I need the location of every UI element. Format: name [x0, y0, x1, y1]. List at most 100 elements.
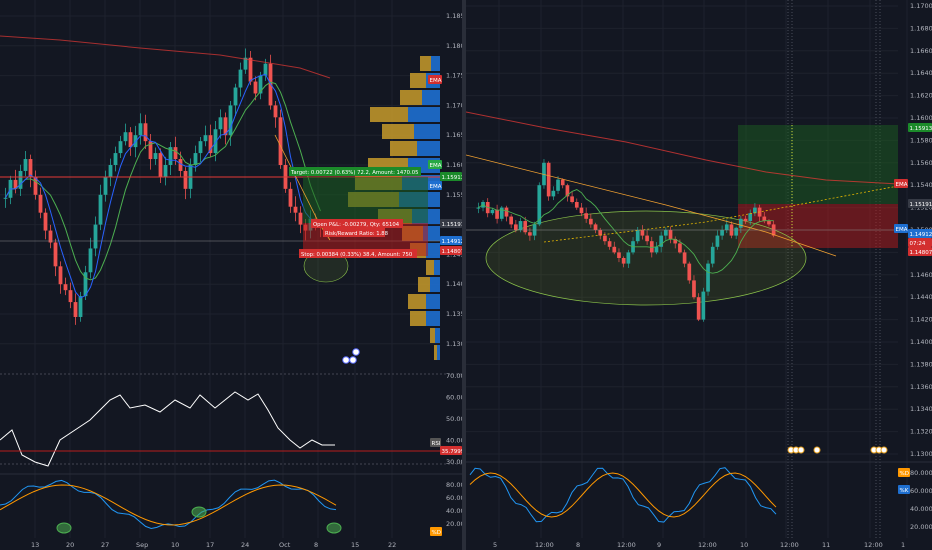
candle-body[interactable]: [701, 291, 706, 320]
candle-body[interactable]: [635, 230, 640, 242]
candle-body[interactable]: [118, 141, 123, 154]
event-icon[interactable]: [352, 348, 360, 356]
panel-divider[interactable]: [462, 0, 466, 550]
candle-body[interactable]: [43, 212, 48, 231]
candle-body[interactable]: [198, 141, 203, 154]
candle-body[interactable]: [58, 266, 63, 285]
candle-body[interactable]: [63, 284, 68, 291]
candle-body[interactable]: [23, 159, 28, 171]
candle-body[interactable]: [593, 224, 598, 230]
candle-body[interactable]: [28, 159, 33, 177]
candle-body[interactable]: [158, 153, 163, 177]
candle-body[interactable]: [640, 230, 645, 236]
candle-body[interactable]: [734, 227, 738, 236]
candle-body[interactable]: [560, 179, 565, 186]
candle-body[interactable]: [98, 194, 103, 225]
candle-body[interactable]: [668, 230, 673, 239]
candle-body[interactable]: [607, 241, 612, 247]
candle-body[interactable]: [138, 123, 143, 136]
candle-body[interactable]: [514, 224, 518, 230]
candle-body[interactable]: [128, 132, 133, 148]
candle-body[interactable]: [53, 242, 58, 267]
candle-body[interactable]: [546, 162, 551, 197]
candle-body[interactable]: [542, 162, 546, 186]
event-icon[interactable]: [797, 446, 805, 454]
candle-body[interactable]: [48, 230, 53, 243]
candle-body[interactable]: [687, 263, 692, 281]
candle-body[interactable]: [603, 235, 607, 242]
candle-body[interactable]: [574, 202, 579, 208]
candle-body[interactable]: [298, 212, 303, 225]
candle-body[interactable]: [504, 207, 509, 217]
candle-body[interactable]: [509, 216, 513, 225]
candle-body[interactable]: [108, 165, 113, 177]
candle-body[interactable]: [143, 123, 148, 142]
candle-body[interactable]: [103, 176, 108, 195]
candle-body[interactable]: [33, 176, 38, 195]
candle-body[interactable]: [228, 105, 233, 136]
candle-body[interactable]: [238, 69, 243, 88]
candle-body[interactable]: [528, 232, 532, 236]
candle-body[interactable]: [537, 185, 542, 225]
candle-body[interactable]: [715, 235, 720, 247]
candle-body[interactable]: [682, 252, 687, 264]
stop-zone[interactable]: [738, 204, 898, 248]
candle-body[interactable]: [739, 218, 743, 228]
candle-body[interactable]: [523, 221, 528, 233]
candle-body[interactable]: [73, 302, 78, 317]
candle-body[interactable]: [692, 280, 696, 298]
right-chart-canvas[interactable]: 1.17000 1.16800 1.16600 1.16400 1.16200 1.160…: [466, 0, 932, 550]
right-chart-panel[interactable]: 1.17000 1.16800 1.16600 1.16400 1.16200 1.160…: [466, 0, 932, 550]
candle-body[interactable]: [762, 216, 767, 222]
candle-body[interactable]: [621, 258, 626, 264]
event-icon[interactable]: [813, 446, 821, 454]
candle-body[interactable]: [253, 81, 258, 94]
left-chart-canvas[interactable]: 1.18500 1.18000 1.17500 1.17000 1.16500 1.160…: [0, 0, 462, 550]
candle-body[interactable]: [148, 141, 153, 160]
candle-body[interactable]: [293, 206, 298, 213]
target-zone[interactable]: [303, 177, 428, 223]
candle-body[interactable]: [68, 290, 73, 303]
candle-body[interactable]: [218, 117, 223, 130]
candle-body[interactable]: [38, 194, 43, 213]
candle-body[interactable]: [273, 105, 278, 118]
candle-body[interactable]: [163, 165, 168, 177]
candle-body[interactable]: [223, 117, 228, 136]
candle-body[interactable]: [706, 263, 710, 292]
candle-body[interactable]: [208, 135, 213, 154]
candle-body[interactable]: [598, 230, 603, 236]
candle-body[interactable]: [579, 207, 584, 214]
candle-body[interactable]: [248, 57, 253, 82]
candle-body[interactable]: [233, 87, 238, 106]
target-zone[interactable]: [738, 125, 898, 204]
candle-body[interactable]: [288, 188, 293, 207]
event-icon[interactable]: [349, 356, 357, 364]
candle-body[interactable]: [518, 221, 523, 230]
candle-body[interactable]: [617, 252, 621, 258]
candle-body[interactable]: [213, 129, 218, 154]
candle-body[interactable]: [743, 218, 748, 222]
candle-body[interactable]: [570, 196, 574, 202]
candle-body[interactable]: [243, 57, 248, 70]
left-chart-panel[interactable]: 1.18500 1.18000 1.17500 1.17000 1.16500 1.160…: [0, 0, 462, 550]
candle-body[interactable]: [626, 252, 631, 264]
candle-body[interactable]: [113, 153, 118, 165]
candle-body[interactable]: [193, 153, 198, 165]
candle-body[interactable]: [649, 241, 654, 253]
candle-body[interactable]: [183, 170, 188, 189]
candle-body[interactable]: [168, 147, 173, 165]
candle-body[interactable]: [556, 179, 560, 191]
candle-body[interactable]: [673, 238, 678, 244]
candle-body[interactable]: [263, 63, 268, 76]
candle-body[interactable]: [551, 190, 556, 197]
candle-body[interactable]: [678, 243, 682, 253]
candle-body[interactable]: [612, 246, 617, 253]
candle-body[interactable]: [278, 117, 283, 165]
candle-body[interactable]: [178, 159, 183, 171]
candle-body[interactable]: [173, 147, 178, 160]
event-icon[interactable]: [880, 446, 888, 454]
candle-body[interactable]: [153, 153, 158, 160]
candle-body[interactable]: [83, 272, 88, 297]
candle-body[interactable]: [724, 224, 729, 230]
candle-body[interactable]: [659, 235, 663, 247]
